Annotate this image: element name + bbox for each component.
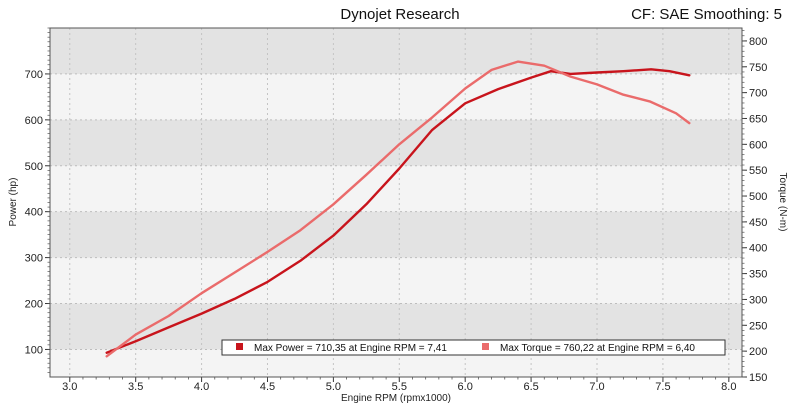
y-right-tick-label: 300 bbox=[749, 294, 767, 306]
y-right-tick-label: 200 bbox=[749, 346, 767, 358]
y-right-tick-label: 150 bbox=[749, 372, 767, 384]
plot-area bbox=[49, 27, 743, 378]
series-line-torque bbox=[105, 60, 691, 358]
x-tick-label: 5.5 bbox=[392, 381, 407, 393]
series-lines bbox=[105, 60, 691, 358]
y-right-tick-label: 500 bbox=[749, 191, 767, 203]
y-left-tick-label: 200 bbox=[25, 299, 43, 311]
x-tick-label: 3.5 bbox=[128, 381, 143, 393]
x-tick-label: 4.5 bbox=[260, 381, 275, 393]
x-tick-label: 7.0 bbox=[589, 381, 604, 393]
legend-torque-text: Max Torque = 760,22 at Engine RPM = 6,40 bbox=[500, 343, 695, 354]
y-left-tick-label: 100 bbox=[25, 344, 43, 356]
plot-band bbox=[50, 211, 742, 258]
y-right-tick-label: 550 bbox=[749, 165, 767, 177]
y-right-tick-label: 650 bbox=[749, 113, 767, 125]
series-line-power bbox=[105, 68, 691, 354]
x-tick-label: 8.0 bbox=[721, 381, 736, 393]
x-tick-label: 3.0 bbox=[62, 381, 77, 393]
y-left-tick-label: 400 bbox=[25, 207, 43, 219]
legend-power-text: Max Power = 710,35 at Engine RPM = 7,41 bbox=[254, 343, 447, 354]
plot-band bbox=[50, 119, 742, 166]
y-right-axis-label: Torque (N-m) bbox=[777, 173, 788, 232]
legend-swatch-power bbox=[236, 343, 243, 350]
y-left-tick-label: 300 bbox=[25, 253, 43, 265]
y-right-tick-label: 800 bbox=[749, 36, 767, 48]
x-tick-label: 7.5 bbox=[655, 381, 670, 393]
legend-swatch-torque bbox=[482, 343, 489, 350]
x-tick-label: 6.5 bbox=[523, 381, 538, 393]
chart-settings: CF: SAE Smoothing: 5 bbox=[631, 6, 782, 23]
plot-band bbox=[50, 28, 742, 74]
y-left-tick-label: 500 bbox=[25, 161, 43, 173]
y-right-tick-label: 700 bbox=[749, 88, 767, 100]
y-right-tick-label: 600 bbox=[749, 139, 767, 151]
chart-title: Dynojet Research bbox=[340, 6, 459, 23]
y-right-tick-label: 450 bbox=[749, 217, 767, 229]
y-left-tick-label: 700 bbox=[25, 69, 43, 81]
x-tick-label: 4.0 bbox=[194, 381, 209, 393]
legend: Max Power = 710,35 at Engine RPM = 7,41 … bbox=[221, 339, 726, 356]
y-right-tick-label: 350 bbox=[749, 269, 767, 281]
x-tick-label: 6.0 bbox=[458, 381, 473, 393]
x-tick-label: 5.0 bbox=[326, 381, 341, 393]
axis-ticks: 3.0 3.5 4.0 4.5 5.0 5.5 6.0 6.5 7.0 7.5 8.0 100 200 3… bbox=[25, 27, 767, 393]
y-right-tick-label: 250 bbox=[749, 320, 767, 332]
y-right-tick-label: 750 bbox=[749, 62, 767, 74]
legend-box bbox=[221, 339, 726, 356]
y-right-tick-label: 400 bbox=[749, 243, 767, 255]
y-left-tick-label: 600 bbox=[25, 115, 43, 127]
y-left-axis-label: Power (hp) bbox=[8, 178, 19, 227]
x-axis-label: Engine RPM (rpmx1000) bbox=[341, 393, 451, 404]
